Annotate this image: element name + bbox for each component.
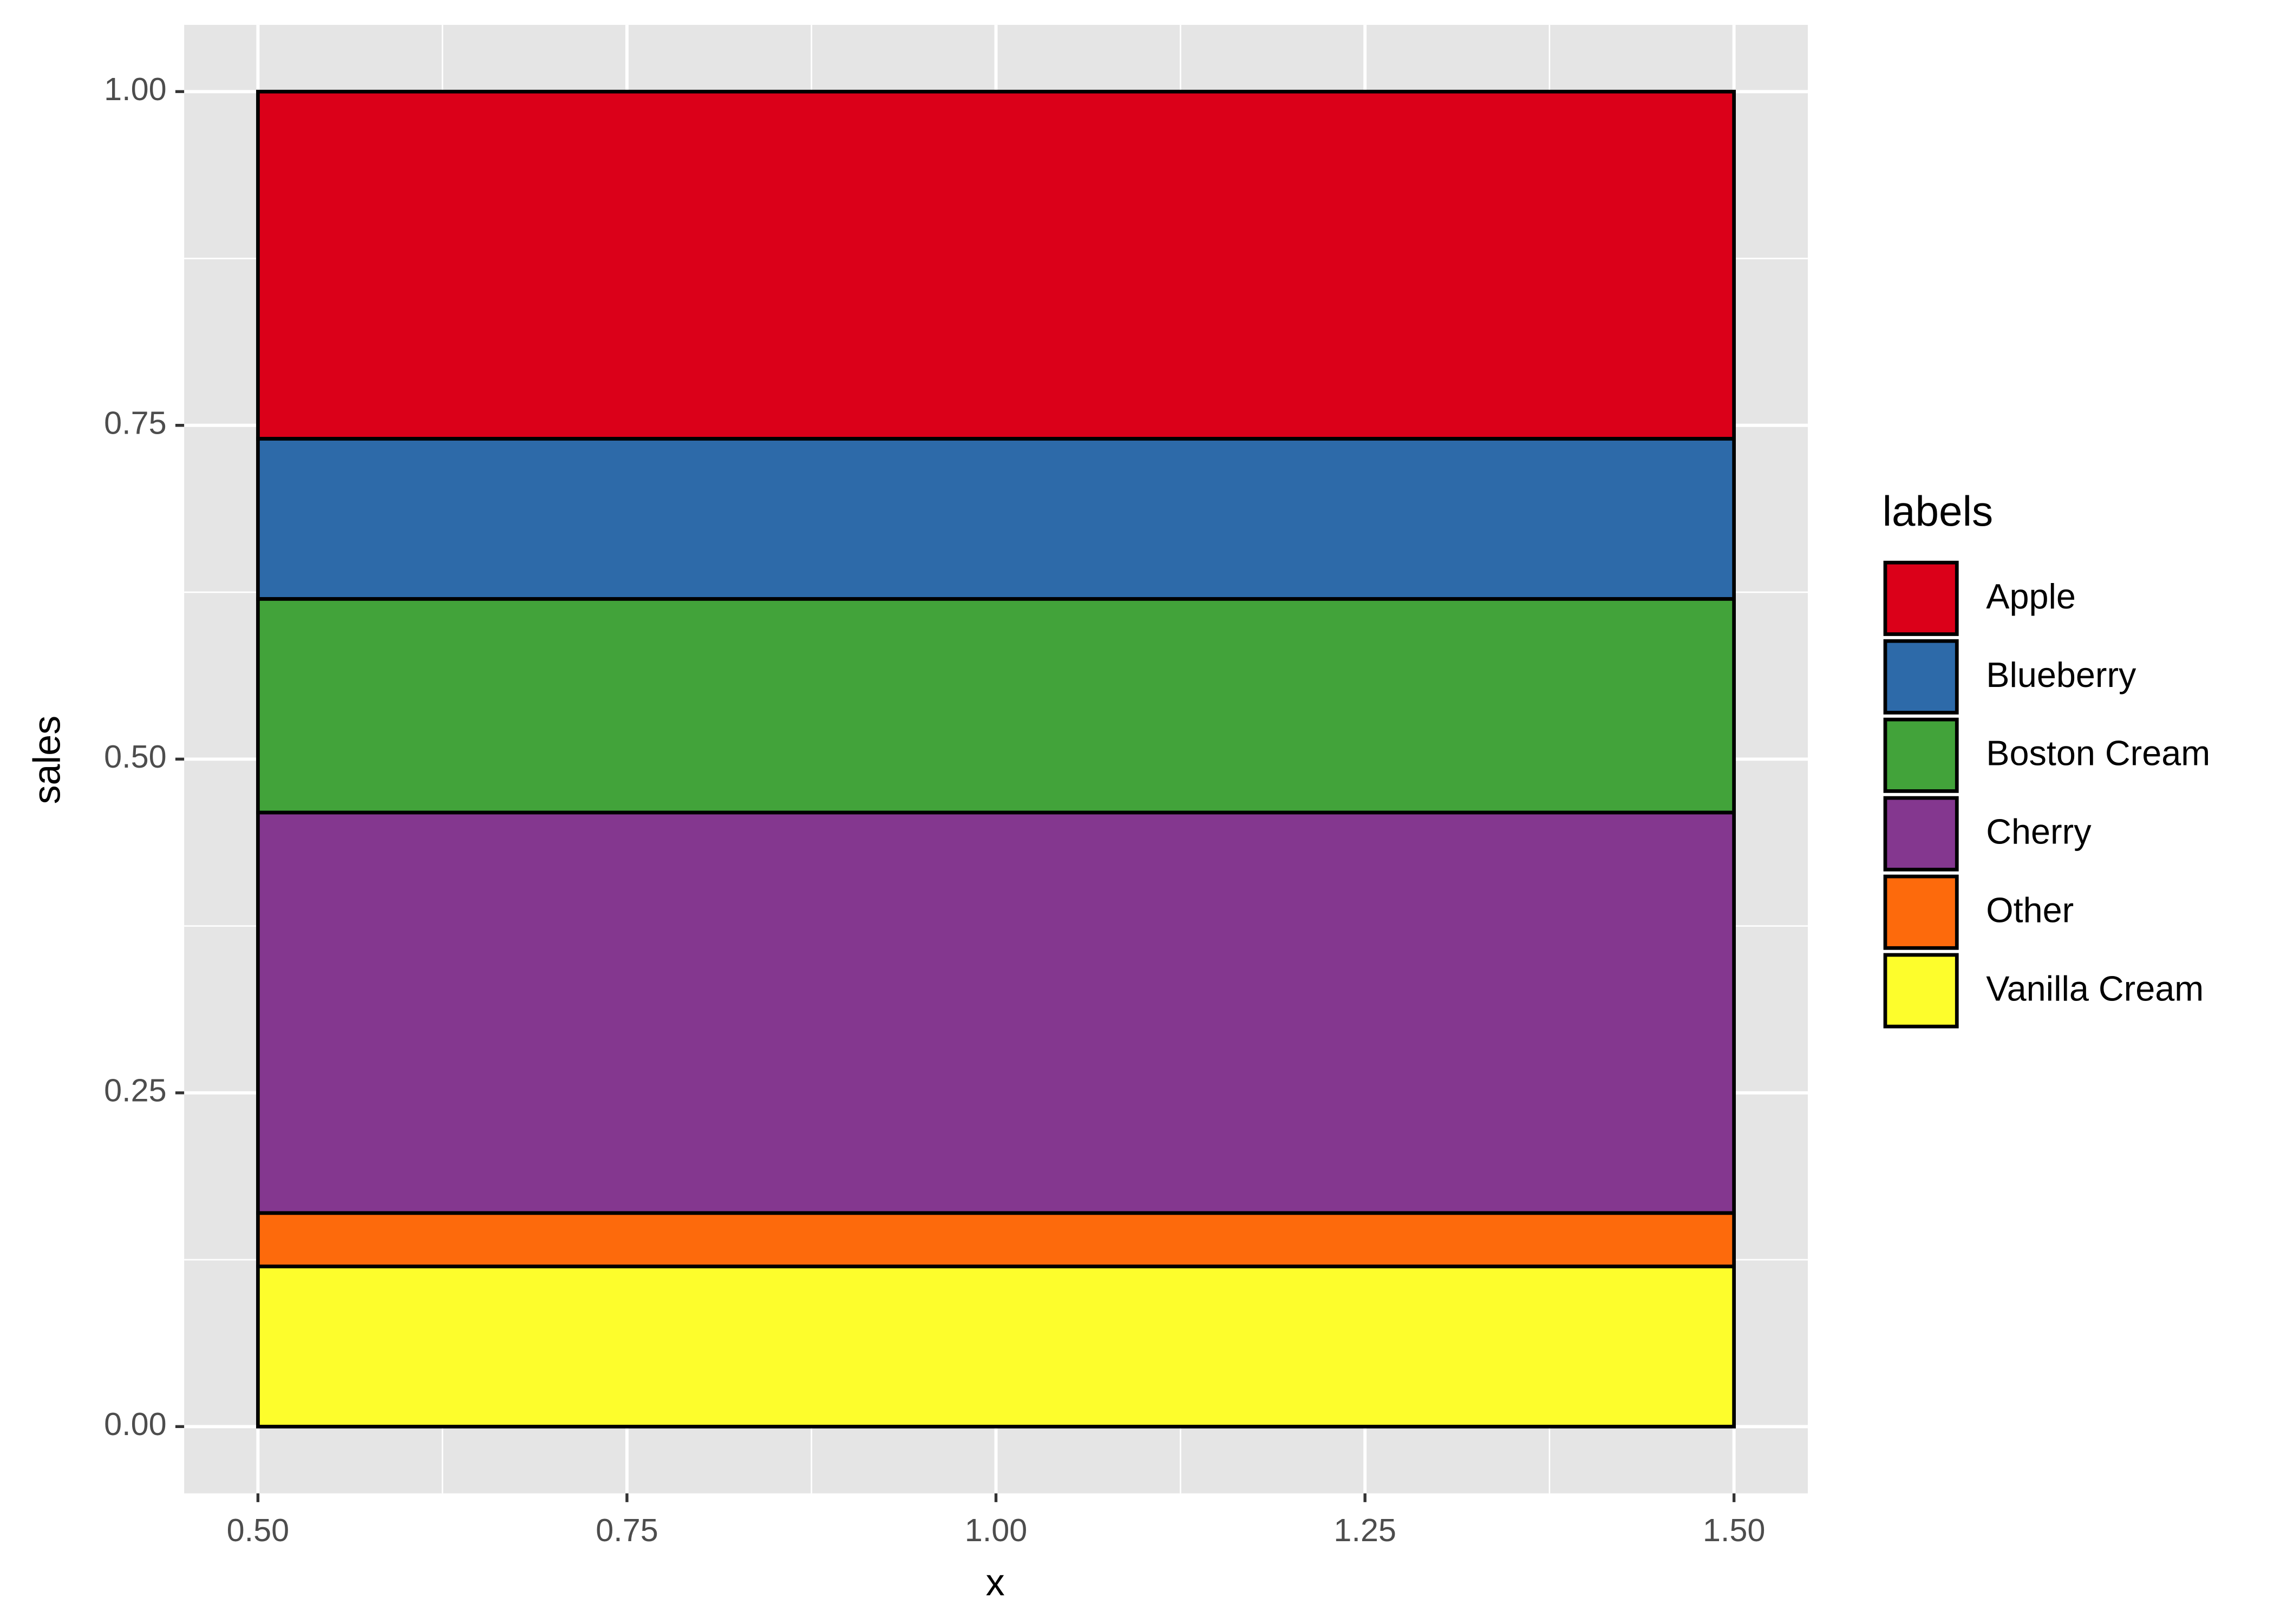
- x-tick-label: 1.25: [1334, 1512, 1396, 1548]
- y-tick-label: 0.00: [104, 1406, 167, 1442]
- legend-key: [1883, 953, 1959, 1029]
- y-tick-label: 0.25: [104, 1072, 167, 1109]
- bar-segment: [256, 1265, 1736, 1429]
- x-tick-label: 0.50: [227, 1512, 290, 1548]
- y-tick-label: 0.75: [104, 404, 167, 441]
- y-tick-label: 1.00: [104, 71, 167, 107]
- bar-segment: [256, 1211, 1736, 1268]
- legend-label: Boston Cream: [1986, 734, 2210, 773]
- bar-segment: [256, 89, 1736, 441]
- legend-label: Other: [1986, 890, 2074, 930]
- x-tick-label: 0.75: [596, 1512, 658, 1548]
- legend-key: [1883, 639, 1959, 715]
- legend-label: Vanilla Cream: [1986, 969, 2204, 1009]
- legend-label: Cherry: [1986, 812, 2092, 852]
- x-axis-label: x: [986, 1561, 1005, 1603]
- legend-key: [1883, 796, 1959, 872]
- bar-segment: [256, 437, 1736, 601]
- legend-key: [1883, 717, 1959, 793]
- legend-key: [1883, 560, 1959, 636]
- legend-label: Apple: [1986, 577, 2076, 616]
- y-tick-label: 0.50: [104, 738, 167, 775]
- y-axis-label: sales: [25, 716, 68, 804]
- bar-segment: [256, 810, 1736, 1215]
- x-tick-label: 1.00: [965, 1512, 1028, 1548]
- legend-title: labels: [1883, 487, 1993, 535]
- legend-label: Blueberry: [1986, 655, 2136, 695]
- bar-segment: [256, 597, 1736, 815]
- x-tick-label: 1.50: [1703, 1512, 1766, 1548]
- legend-key: [1883, 874, 1959, 950]
